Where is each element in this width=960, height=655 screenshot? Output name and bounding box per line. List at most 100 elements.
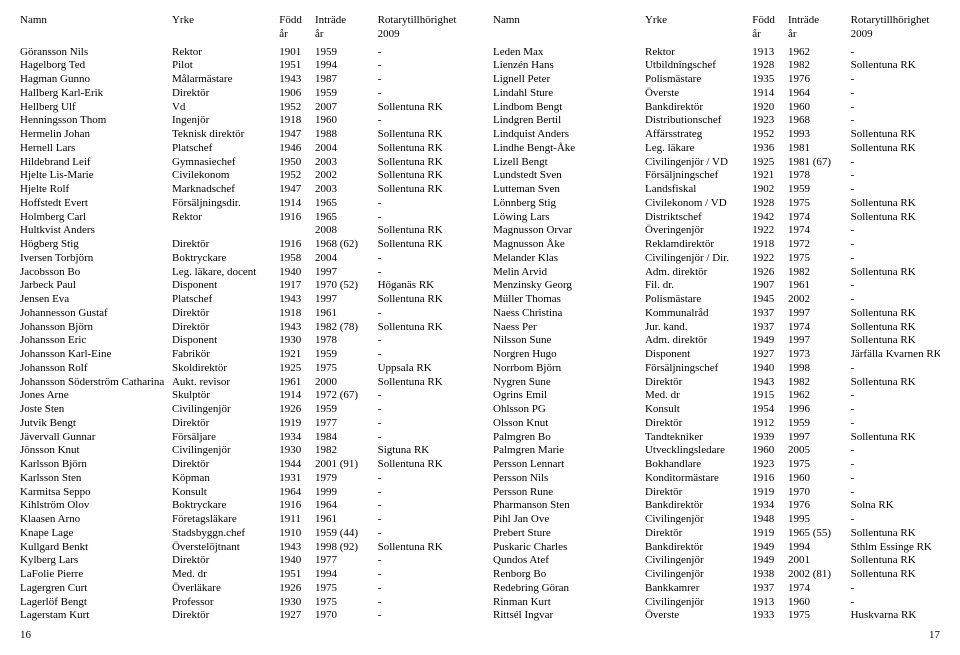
cell-b: 1958 — [279, 252, 315, 266]
cell-n: Puskaric Charles — [493, 541, 645, 555]
cell-r: Sollentuna RK — [378, 169, 467, 183]
cell-p: Överste — [645, 87, 752, 101]
cell-n: Magnusson Orvar — [493, 224, 645, 238]
cell-n: Johansson Karl-Eine — [20, 348, 172, 362]
cell-j: 1978 — [788, 169, 851, 183]
cell-j: 1981 (67) — [788, 156, 851, 170]
cell-p: Boktryckare — [172, 252, 279, 266]
table-row: Hildebrand LeifGymnasiechef19502003Solle… — [20, 156, 467, 170]
cell-p: Civilingenjör — [645, 596, 752, 610]
cell-n: Lizell Bengt — [493, 156, 645, 170]
cell-r: - — [851, 486, 940, 500]
table-row: Kihlström OlovBoktryckare19161964- — [20, 499, 467, 513]
cell-b: 1912 — [752, 417, 788, 431]
cell-j: 1961 — [788, 279, 851, 293]
members-table-right: Namn Yrke Född Inträde Rotarytillhörighe… — [493, 14, 940, 623]
cell-p: Överstelöjtnant — [172, 541, 279, 555]
cell-n: Lindgren Bertil — [493, 114, 645, 128]
cell-b: 1930 — [279, 334, 315, 348]
cell-p: Överläkare — [172, 582, 279, 596]
cell-n: Norrbom Björn — [493, 362, 645, 376]
cell-j: 2007 — [315, 101, 378, 115]
cell-b: 1906 — [279, 87, 315, 101]
cell-j: 1961 — [315, 513, 378, 527]
cell-p: Bankdirektör — [645, 101, 752, 115]
cell-p: Rektor — [172, 46, 279, 60]
hdr-born1: Född — [279, 14, 315, 28]
table-row: Jones ArneSkulptör19141972 (67)- — [20, 389, 467, 403]
cell-p: Försäljningschef — [645, 362, 752, 376]
cell-n: Karlsson Björn — [20, 458, 172, 472]
cell-n: Lagerstam Kurt — [20, 609, 172, 623]
cell-p: Företagsläkare — [172, 513, 279, 527]
table-row: Palmgren MarieUtvecklingsledare19602005- — [493, 444, 940, 458]
cell-p: Målarmästare — [172, 73, 279, 87]
cell-r: - — [378, 307, 467, 321]
table-row: Lundstedt SvenFörsäljningschef19211978- — [493, 169, 940, 183]
cell-b: 1940 — [279, 554, 315, 568]
cell-b: 1926 — [752, 266, 788, 280]
cell-p: Rektor — [645, 46, 752, 60]
cell-j: 2002 — [315, 169, 378, 183]
cell-r: - — [851, 114, 940, 128]
cell-r: Höganäs RK — [378, 279, 467, 293]
cell-p: Bankdirektör — [645, 499, 752, 513]
table-row: Knape LageStadsbyggn.chef19101959 (44)- — [20, 527, 467, 541]
cell-n: Qundos Atef — [493, 554, 645, 568]
cell-b: 1951 — [279, 59, 315, 73]
cell-j: 1994 — [315, 568, 378, 582]
cell-j: 1982 — [788, 59, 851, 73]
members-table-left: Namn Yrke Född Inträde Rotarytillhörighe… — [20, 14, 467, 623]
cell-b: 1942 — [752, 211, 788, 225]
cell-p: Civilingenjör — [172, 403, 279, 417]
table-row: Puskaric CharlesBankdirektör19491994Sthl… — [493, 541, 940, 555]
table-row: Pharmanson StenBankdirektör19341976Solna… — [493, 499, 940, 513]
cell-n: Hellberg Ulf — [20, 101, 172, 115]
cell-b: 1943 — [279, 73, 315, 87]
cell-b: 1902 — [752, 183, 788, 197]
cell-p: Vd — [172, 101, 279, 115]
cell-n: Leden Max — [493, 46, 645, 60]
cell-b: 1938 — [752, 568, 788, 582]
cell-b: 1915 — [752, 389, 788, 403]
hdr-join2: år — [788, 28, 851, 46]
cell-j: 1993 — [788, 128, 851, 142]
table-row: Joste StenCivilingenjör19261959- — [20, 403, 467, 417]
cell-b: 1913 — [752, 46, 788, 60]
cell-b: 1926 — [279, 403, 315, 417]
table-body-left: Göransson NilsRektor19011959-Hagelborg T… — [20, 46, 467, 624]
cell-j: 1982 — [788, 376, 851, 390]
cell-n: Kullgard Benkt — [20, 541, 172, 555]
cell-p: Civilingenjör — [645, 554, 752, 568]
cell-r: - — [851, 444, 940, 458]
cell-b: 1923 — [752, 114, 788, 128]
table-row: Klaasen ArnoFöretagsläkare19111961- — [20, 513, 467, 527]
cell-n: Lindquist Anders — [493, 128, 645, 142]
hdr-prof: Yrke — [172, 14, 279, 28]
cell-n: Johansson Rolf — [20, 362, 172, 376]
cell-p: Leg. läkare, docent — [172, 266, 279, 280]
cell-r: - — [378, 87, 467, 101]
table-row: Hernell LarsPlatschef19462004Sollentuna … — [20, 142, 467, 156]
cell-r: Sollentuna RK — [851, 431, 940, 445]
cell-b: 1945 — [752, 293, 788, 307]
hdr-join1: Inträde — [788, 14, 851, 28]
cell-r: - — [378, 554, 467, 568]
cell-n: Knape Lage — [20, 527, 172, 541]
cell-j: 1982 — [788, 266, 851, 280]
cell-p: Överingenjör — [645, 224, 752, 238]
cell-j: 2000 — [315, 376, 378, 390]
cell-p: Disponent — [172, 279, 279, 293]
cell-b: 1960 — [752, 444, 788, 458]
cell-j: 1977 — [315, 417, 378, 431]
cell-b: 1928 — [752, 197, 788, 211]
cell-n: Lutteman Sven — [493, 183, 645, 197]
cell-r: - — [851, 183, 940, 197]
table-row: Pihl Jan OveCivilingenjör19481995- — [493, 513, 940, 527]
hdr-rot2: 2009 — [378, 28, 467, 46]
cell-r: Sollentuna RK — [851, 59, 940, 73]
cell-n: Lindahl Sture — [493, 87, 645, 101]
cell-b: 1937 — [752, 582, 788, 596]
cell-n: Hermelin Johan — [20, 128, 172, 142]
table-row: Melander KlasCivilingenjör / Dir.1922197… — [493, 252, 940, 266]
